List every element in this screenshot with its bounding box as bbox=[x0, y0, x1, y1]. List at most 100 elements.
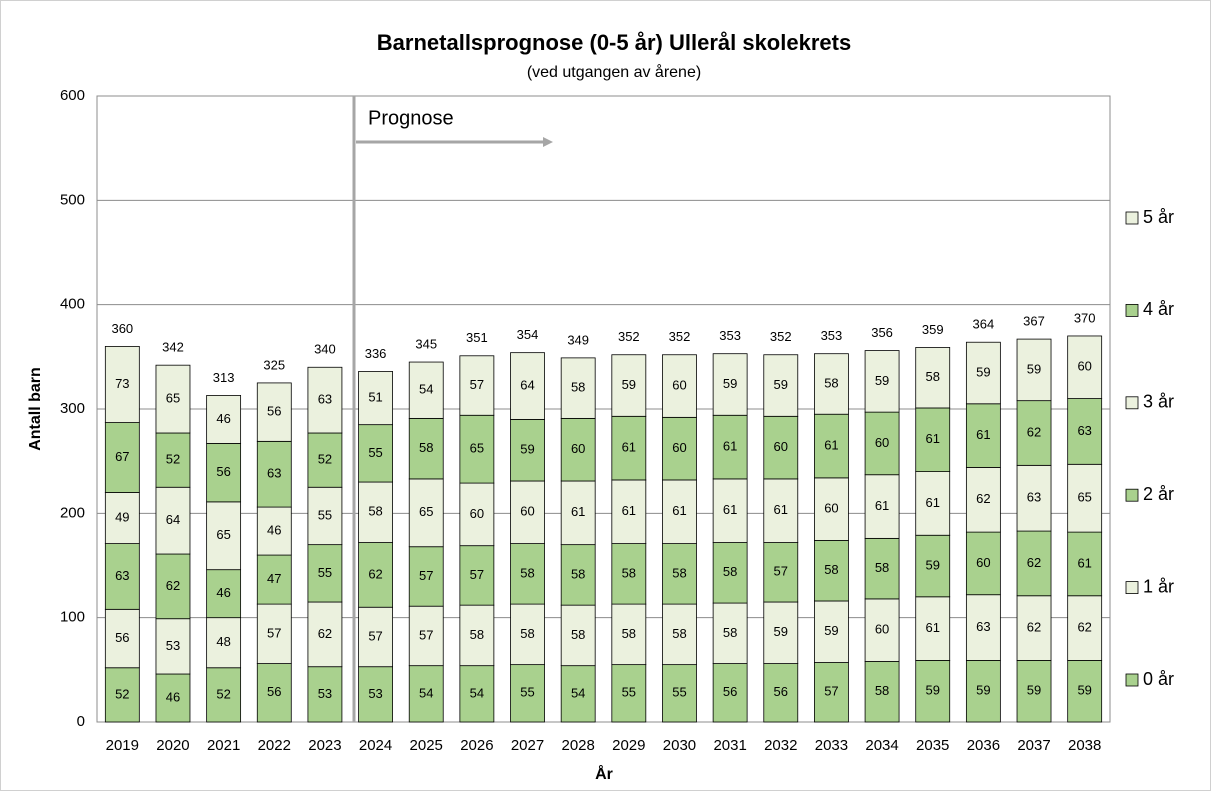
total-label: 345 bbox=[415, 336, 437, 351]
data-label: 59 bbox=[976, 364, 990, 379]
data-label: 48 bbox=[216, 634, 230, 649]
annotation: Prognose bbox=[368, 107, 454, 129]
bar-segment bbox=[307, 544, 343, 603]
data-label: 61 bbox=[925, 620, 939, 635]
data-label: 58 bbox=[622, 626, 636, 641]
data-label: 47 bbox=[267, 571, 281, 586]
data-label: 52 bbox=[318, 452, 332, 467]
legend-label: 0 år bbox=[1143, 669, 1174, 689]
total-label: 367 bbox=[1023, 314, 1045, 329]
total-label: 356 bbox=[871, 325, 893, 340]
data-label: 60 bbox=[571, 441, 585, 456]
data-label: 62 bbox=[166, 578, 180, 593]
data-label: 58 bbox=[470, 627, 484, 642]
bar-segment bbox=[915, 596, 951, 661]
bar-segment bbox=[814, 413, 849, 479]
bar-segment bbox=[814, 540, 849, 602]
bar-segment bbox=[459, 414, 495, 484]
data-label: 63 bbox=[1077, 423, 1091, 438]
bar-segment bbox=[1016, 400, 1052, 466]
data-label: 58 bbox=[723, 564, 737, 579]
total-label: 352 bbox=[669, 329, 691, 344]
data-label: 56 bbox=[774, 684, 788, 699]
bar-segment bbox=[864, 350, 900, 413]
data-label: 61 bbox=[622, 503, 636, 518]
data-label: 53 bbox=[318, 686, 332, 701]
bar-segment bbox=[560, 357, 596, 419]
bar-segment bbox=[459, 482, 495, 547]
data-label: 58 bbox=[520, 565, 534, 580]
data-label: 51 bbox=[368, 389, 382, 404]
chart-subtitle: (ved utgangen av årene) bbox=[527, 63, 701, 81]
data-label: 62 bbox=[976, 491, 990, 506]
bar-segment bbox=[408, 417, 444, 480]
data-label: 46 bbox=[166, 689, 180, 704]
total-label: 342 bbox=[162, 340, 184, 355]
bar-segment bbox=[864, 474, 900, 539]
data-label: 62 bbox=[368, 566, 382, 581]
data-label: 65 bbox=[470, 441, 484, 456]
data-label: 63 bbox=[115, 568, 129, 583]
data-label: 58 bbox=[571, 380, 585, 395]
data-label: 60 bbox=[824, 501, 838, 516]
x-tick-label: 2035 bbox=[916, 737, 949, 754]
data-label: 62 bbox=[1027, 555, 1041, 570]
bar-segment bbox=[104, 345, 140, 423]
bar-segment bbox=[104, 543, 140, 610]
data-label: 61 bbox=[774, 502, 788, 517]
data-label: 60 bbox=[875, 435, 889, 450]
bar-segment bbox=[662, 416, 697, 481]
y-tick-label: 500 bbox=[60, 191, 85, 208]
bar-segment bbox=[1067, 335, 1103, 399]
data-label: 55 bbox=[368, 445, 382, 460]
data-label: 59 bbox=[774, 624, 788, 639]
x-tick-label: 2030 bbox=[663, 737, 696, 754]
x-tick-label: 2033 bbox=[815, 737, 848, 754]
data-label: 56 bbox=[216, 464, 230, 479]
bar-segment bbox=[965, 467, 1001, 533]
data-label: 58 bbox=[875, 683, 889, 698]
data-label: 46 bbox=[216, 411, 230, 426]
data-label: 46 bbox=[267, 523, 281, 538]
bar-segment bbox=[1067, 463, 1103, 533]
legend-swatch bbox=[1125, 396, 1139, 410]
bar-segment bbox=[155, 618, 191, 675]
data-label: 61 bbox=[571, 504, 585, 519]
bar-segment bbox=[1067, 660, 1103, 723]
bar-segment bbox=[965, 403, 1001, 468]
data-label: 67 bbox=[115, 449, 129, 464]
data-label: 61 bbox=[1077, 555, 1091, 570]
x-tick-label: 2037 bbox=[1017, 737, 1050, 754]
bar-segment bbox=[510, 352, 545, 420]
data-label: 61 bbox=[976, 427, 990, 442]
bar-segment bbox=[712, 478, 748, 543]
bar-segment bbox=[358, 371, 393, 426]
data-label: 64 bbox=[520, 377, 534, 392]
data-label: 61 bbox=[875, 498, 889, 513]
bar-segment bbox=[104, 608, 140, 669]
data-label: 59 bbox=[520, 442, 534, 457]
total-label: 336 bbox=[365, 346, 387, 361]
bar-segment bbox=[814, 477, 849, 541]
bar-segment bbox=[611, 354, 647, 417]
data-label: 63 bbox=[267, 466, 281, 481]
data-label: 54 bbox=[470, 685, 484, 700]
bar-segment bbox=[662, 354, 697, 418]
x-tick-label: 2026 bbox=[460, 737, 493, 754]
bar-segment bbox=[104, 492, 140, 544]
bar-segment bbox=[307, 432, 343, 488]
bar-segment bbox=[459, 665, 495, 723]
data-label: 54 bbox=[419, 685, 433, 700]
bar-segment bbox=[1016, 464, 1052, 532]
data-label: 55 bbox=[318, 565, 332, 580]
bar-segment bbox=[256, 440, 292, 508]
data-label: 57 bbox=[470, 567, 484, 582]
legend-swatch bbox=[1125, 581, 1139, 594]
bar-segment bbox=[662, 603, 697, 666]
data-label: 62 bbox=[318, 626, 332, 641]
data-label: 57 bbox=[824, 684, 838, 699]
data-label: 59 bbox=[622, 377, 636, 392]
x-tick-label: 2023 bbox=[308, 737, 341, 754]
bar-segment bbox=[712, 353, 748, 416]
